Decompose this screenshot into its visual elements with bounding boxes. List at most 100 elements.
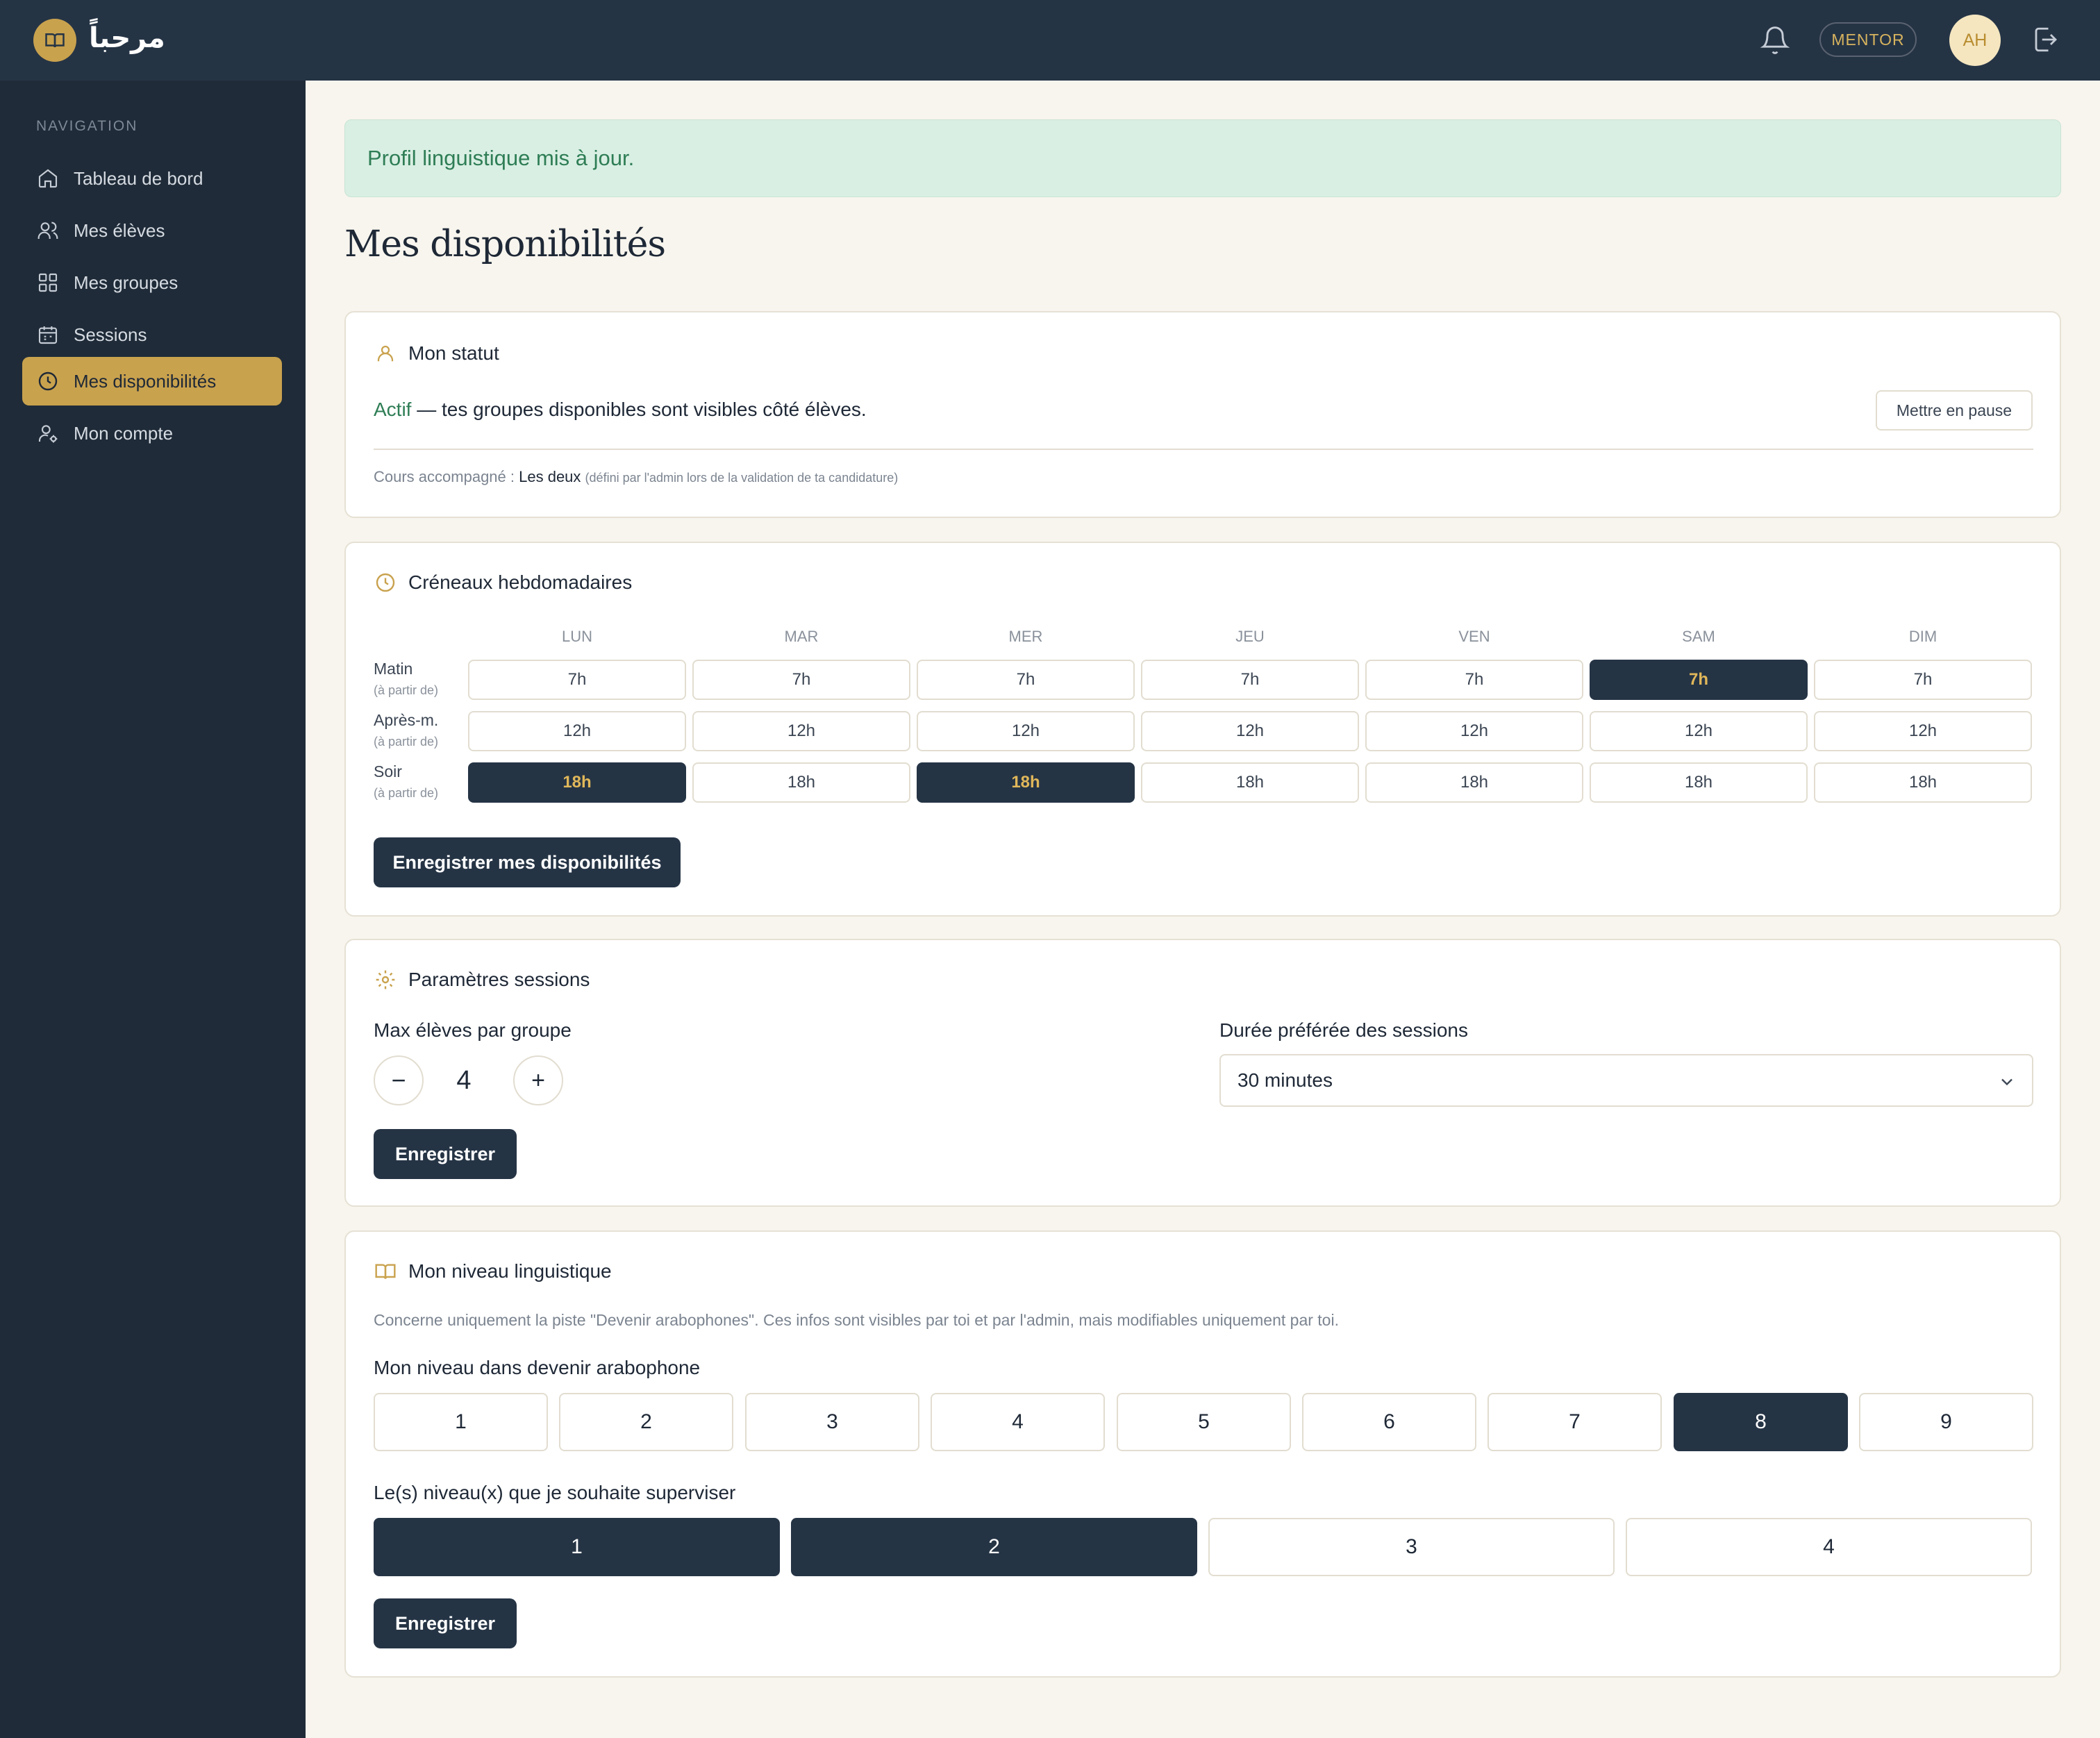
bell-icon[interactable]: [1760, 25, 1790, 56]
level-option[interactable]: 3: [745, 1393, 919, 1451]
slot-toggle-jeu[interactable]: 18h: [1141, 762, 1359, 803]
day-label: MAR: [784, 628, 819, 645]
supervise-level-option[interactable]: 4: [1626, 1518, 2032, 1576]
slot-toggle-dim[interactable]: 18h: [1814, 762, 2032, 803]
page-title: Mes disponibilités: [344, 224, 666, 265]
sidebar-item-students[interactable]: Mes élèves: [22, 206, 282, 255]
role-badge: MENTOR: [1819, 22, 1917, 57]
weekly-slots-card: Créneaux hebdomadaires Enregistrer mes d…: [344, 542, 2061, 917]
level-option[interactable]: 9: [1859, 1393, 2033, 1451]
supervise-level-option[interactable]: 3: [1208, 1518, 1615, 1576]
level-option[interactable]: 7: [1488, 1393, 1662, 1451]
nav-heading: NAVIGATION: [36, 118, 138, 134]
sidebar-item-account[interactable]: Mon compte: [22, 409, 282, 458]
avatar[interactable]: AH: [1949, 15, 2001, 66]
slot-toggle-lun[interactable]: 18h: [468, 762, 686, 803]
slot-toggle-mer[interactable]: 18h: [917, 762, 1135, 803]
session-params-card: Paramètres sessions Max élèves par group…: [344, 939, 2061, 1207]
status-state: Actif: [374, 399, 412, 420]
slot-toggle-sam[interactable]: 18h: [1590, 762, 1808, 803]
status-line: Actif — tes groupes disponibles sont vis…: [374, 399, 867, 421]
slot-toggle-sam[interactable]: 7h: [1590, 660, 1808, 700]
home-icon: [36, 167, 60, 190]
slot-toggle-lun[interactable]: 7h: [468, 660, 686, 700]
level-option[interactable]: 6: [1302, 1393, 1476, 1451]
chevron-down-icon: [1997, 1072, 2017, 1096]
slot-toggle-mar[interactable]: 12h: [692, 711, 910, 751]
slot-toggle-ven[interactable]: 18h: [1365, 762, 1583, 803]
save-availability-button[interactable]: Enregistrer mes disponibilités: [374, 837, 681, 887]
slot-toggle-sam[interactable]: 12h: [1590, 711, 1808, 751]
max-students-label: Max élèves par groupe: [374, 1019, 572, 1041]
day-label: LUN: [561, 628, 592, 645]
params-card-header: Paramètres sessions: [374, 968, 590, 992]
clock-icon: [36, 369, 60, 393]
brand-name[interactable]: مرحباً: [89, 22, 165, 54]
supervise-level-option[interactable]: 2: [791, 1518, 1197, 1576]
status-card-header: Mon statut: [374, 342, 499, 365]
language-card-title: Mon niveau linguistique: [408, 1260, 612, 1282]
duration-label: Durée préférée des sessions: [1219, 1019, 1468, 1041]
max-students-value: 4: [456, 1065, 472, 1095]
language-card-header: Mon niveau linguistique: [374, 1260, 612, 1283]
weekly-card-header: Créneaux hebdomadaires: [374, 571, 632, 594]
decrement-button[interactable]: −: [374, 1055, 424, 1105]
slot-row-sublabel: (à partir de): [374, 735, 439, 749]
divider: [374, 449, 2033, 450]
slot-toggle-ven[interactable]: 7h: [1365, 660, 1583, 700]
day-label: DIM: [1908, 628, 1938, 645]
slot-toggle-jeu[interactable]: 12h: [1141, 711, 1359, 751]
status-description: — tes groupes disponibles sont visibles …: [411, 399, 867, 420]
slot-toggle-ven[interactable]: 12h: [1365, 711, 1583, 751]
slot-toggle-dim[interactable]: 7h: [1814, 660, 2032, 700]
slot-toggle-mar[interactable]: 7h: [692, 660, 910, 700]
day-label: SAM: [1682, 628, 1715, 645]
slot-row-label: Matin: [374, 660, 413, 678]
increment-button[interactable]: +: [513, 1055, 563, 1105]
day-label: MER: [1008, 628, 1043, 645]
slot-row-label: Soir: [374, 762, 402, 780]
level-option[interactable]: 2: [559, 1393, 733, 1451]
language-level-card: Mon niveau linguistique Concerne uniquem…: [344, 1230, 2061, 1678]
day-label: JEU: [1235, 628, 1265, 645]
sidebar-item-availability[interactable]: Mes disponibilités: [22, 357, 282, 406]
params-card-title: Paramètres sessions: [408, 969, 590, 990]
save-params-button[interactable]: Enregistrer: [374, 1129, 517, 1179]
slot-row-label: Après-m.: [374, 711, 439, 729]
save-language-button[interactable]: Enregistrer: [374, 1598, 517, 1648]
user-icon: [374, 342, 397, 365]
book-icon[interactable]: [33, 19, 76, 62]
slot-toggle-jeu[interactable]: 7h: [1141, 660, 1359, 700]
slot-toggle-mer[interactable]: 12h: [917, 711, 1135, 751]
course-note: (défini par l'admin lors de la validatio…: [585, 471, 899, 485]
logout-icon[interactable]: [2031, 25, 2060, 54]
duration-select[interactable]: 30 minutes: [1219, 1054, 2033, 1107]
slot-toggle-mar[interactable]: 18h: [692, 762, 910, 803]
status-card: Mon statut Actif — tes groupes disponibl…: [344, 311, 2061, 518]
status-card-title: Mon statut: [408, 342, 499, 364]
level-option[interactable]: 4: [931, 1393, 1105, 1451]
supervise-label: Le(s) niveau(x) que je souhaite supervis…: [374, 1482, 736, 1503]
user-settings-icon: [36, 421, 60, 445]
slot-row-sublabel: (à partir de): [374, 683, 439, 697]
sidebar-item-sessions[interactable]: Sessions: [22, 310, 282, 359]
pause-button[interactable]: Mettre en pause: [1876, 390, 2033, 431]
sidebar-item-dashboard[interactable]: Tableau de bord: [22, 154, 282, 203]
book-icon: [374, 1260, 397, 1283]
course-label: Cours accompagné :: [374, 468, 515, 485]
level-option[interactable]: 5: [1117, 1393, 1291, 1451]
level-option[interactable]: 8: [1674, 1393, 1848, 1451]
language-note: Concerne uniquement la piste "Devenir ar…: [374, 1311, 1339, 1329]
top-bar: مرحباً MENTOR AH: [0, 0, 2100, 81]
supervise-level-option[interactable]: 1: [374, 1518, 780, 1576]
level-option[interactable]: 1: [374, 1393, 548, 1451]
sidebar-item-label: Mes élèves: [74, 219, 165, 241]
gear-icon: [374, 968, 397, 992]
slot-toggle-lun[interactable]: 12h: [468, 711, 686, 751]
sidebar-item-groups[interactable]: Mes groupes: [22, 258, 282, 307]
slot-toggle-dim[interactable]: 12h: [1814, 711, 2032, 751]
slot-toggle-mer[interactable]: 7h: [917, 660, 1135, 700]
success-alert: Profil linguistique mis à jour.: [344, 119, 2061, 197]
clock-icon: [374, 571, 397, 594]
sidebar-item-label: Sessions: [74, 324, 147, 345]
